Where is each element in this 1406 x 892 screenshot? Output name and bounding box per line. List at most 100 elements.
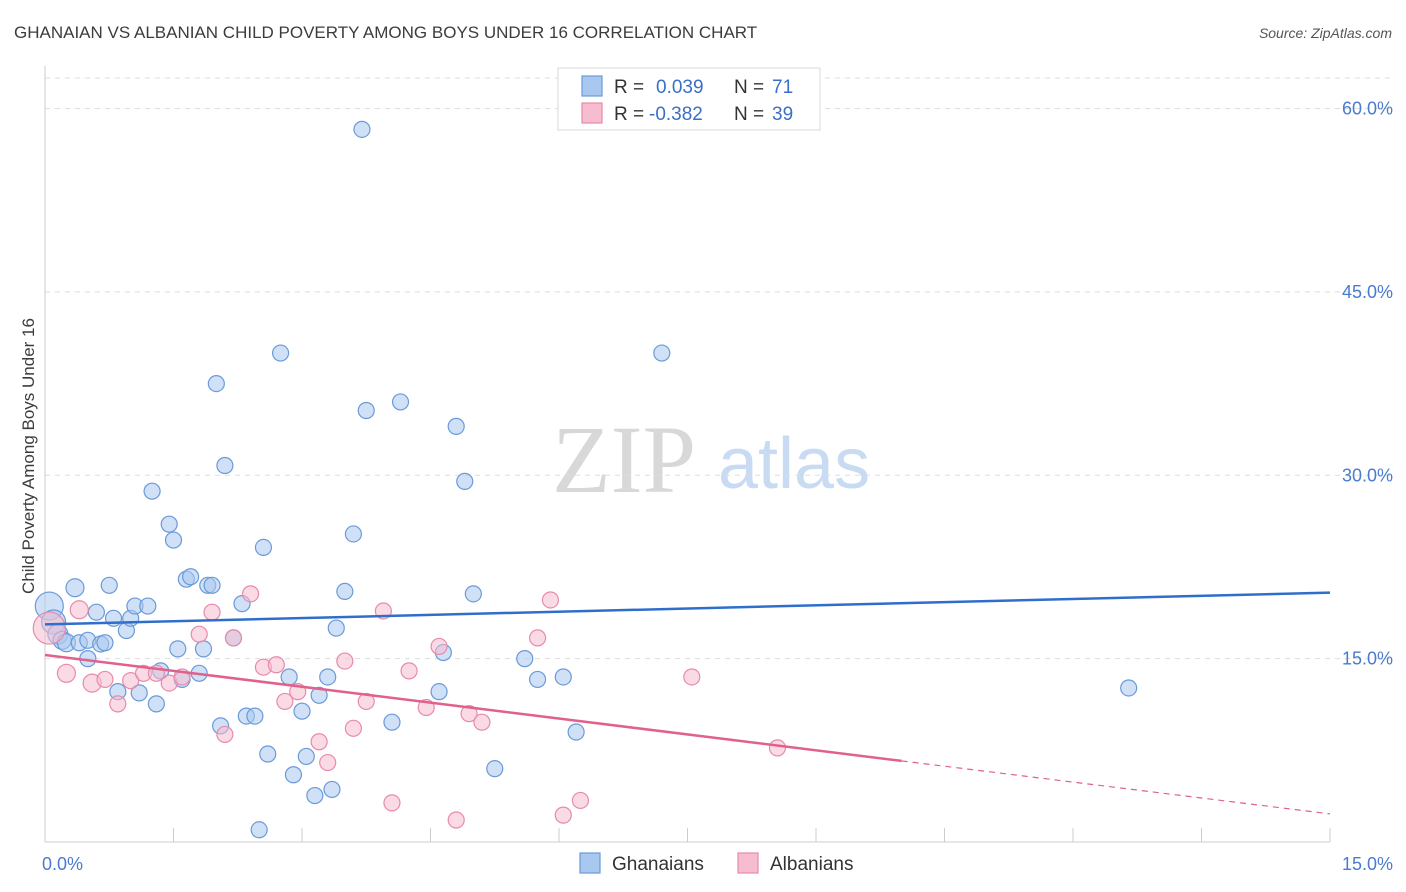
albanians-point-31 (460, 705, 478, 723)
albanians-points (32, 585, 787, 829)
x-tick-label-0: 0.0% (42, 854, 83, 874)
albanians-point-0 (32, 611, 66, 645)
albanians-point-24 (357, 692, 375, 711)
ghanaians-point-23 (160, 515, 178, 533)
albanians-point-20 (310, 733, 328, 751)
legend-r-label-ghanaians: R = (614, 77, 644, 98)
ghanaians-point-41 (254, 538, 273, 557)
albanians-point-15 (242, 585, 260, 603)
ghanaians-point-47 (297, 747, 315, 766)
albanians-point-37 (683, 668, 701, 686)
albanians-point-18 (276, 692, 294, 711)
albanians-point-38 (768, 739, 787, 757)
ghanaians-point-56 (357, 401, 375, 420)
chart-source: Source: ZipAtlas.com (1259, 25, 1392, 41)
legend-n-value-ghanaians: 71 (772, 77, 793, 98)
ghanaians-point-9 (87, 603, 106, 621)
legend-n-value-albanians: 39 (772, 104, 793, 125)
ghanaians-point-5 (65, 578, 85, 598)
albanians-point-27 (400, 662, 418, 680)
ghanaians-point-18 (130, 684, 148, 702)
ghanaians-point-62 (456, 472, 474, 490)
ghanaians-point-19 (139, 597, 157, 615)
albanians-point-29 (430, 637, 448, 656)
y-tick-label-3: 60.0% (1342, 99, 1393, 119)
albanians-trend-line-extension (901, 760, 1331, 815)
albanians-point-26 (383, 794, 401, 812)
y-axis-label: Child Poverty Among Boys Under 16 (19, 318, 38, 594)
albanians-point-33 (528, 629, 547, 647)
albanians-point-14 (224, 629, 243, 647)
albanians-point-6 (122, 672, 140, 690)
y-tick-label-2: 45.0% (1342, 282, 1393, 302)
series-legend: Ghanaians Albanians (579, 852, 853, 875)
y-tick-label-1: 30.0% (1342, 465, 1393, 485)
ghanaians-point-33 (207, 375, 225, 393)
ghanaians-point-49 (310, 686, 328, 704)
series-legend-label-ghanaians: Ghanaians (612, 854, 704, 875)
ghanaians-point-66 (528, 670, 547, 689)
ghanaians-point-11 (96, 634, 114, 652)
albanians-point-30 (447, 811, 465, 829)
albanians-point-2 (69, 600, 89, 620)
albanians-trend-line (44, 653, 902, 763)
ghanaians-point-32 (203, 576, 221, 594)
ghanaians-point-59 (430, 683, 448, 701)
ghanaians-point-40 (250, 821, 268, 839)
trend-lines (44, 591, 1331, 815)
albanians-point-32 (473, 713, 491, 731)
albanians-point-21 (319, 753, 337, 772)
legend-swatch-ghanaians (581, 75, 603, 97)
ghanaians-point-58 (391, 393, 410, 411)
albanians-point-13 (216, 725, 234, 744)
ghanaians-point-28 (182, 568, 200, 586)
watermark-atlas: atlas (718, 424, 870, 504)
series-legend-swatch-ghanaians (579, 852, 601, 874)
albanians-point-35 (554, 806, 572, 824)
legend-swatch-albanians (581, 102, 603, 124)
watermark-zip: ZIP (552, 406, 696, 513)
legend-n-label-albanians: N = (734, 104, 764, 125)
ghanaians-point-70 (1120, 679, 1138, 697)
ghanaians-point-21 (147, 695, 165, 713)
albanians-point-12 (203, 603, 221, 621)
ghanaians-point-55 (353, 120, 371, 138)
ghanaians-point-42 (259, 745, 277, 763)
ghanaians-point-65 (516, 650, 534, 668)
ghanaians-point-48 (306, 786, 324, 805)
legend-n-label-ghanaians: N = (734, 77, 764, 98)
grid-lines (45, 77, 1392, 660)
albanians-point-5 (109, 695, 127, 713)
ghanaians-point-57 (383, 713, 401, 731)
series-legend-label-albanians: Albanians (770, 854, 853, 875)
ghanaians-point-30 (194, 640, 213, 658)
ghanaians-point-53 (336, 582, 354, 601)
ghanaians-point-24 (164, 531, 183, 549)
legend-r-value-ghanaians: 0.039 (656, 77, 704, 98)
albanians-point-1 (56, 663, 77, 683)
ghanaians-point-67 (554, 668, 572, 686)
ghanaians-point-43 (271, 344, 290, 362)
ghanaians-point-51 (323, 780, 341, 799)
albanians-point-22 (336, 652, 354, 670)
legend-r-value-albanians: -0.382 (649, 104, 703, 125)
ghanaians-point-50 (319, 668, 337, 686)
ghanaians-point-46 (293, 702, 311, 720)
ghanaians-point-68 (567, 723, 585, 741)
chart-title: GHANAIAN VS ALBANIAN CHILD POVERTY AMONG… (14, 23, 757, 42)
ghanaians-point-45 (284, 766, 303, 784)
albanians-point-36 (571, 791, 590, 810)
x-tick-labels: 0.0% 15.0% (42, 854, 1393, 874)
stats-legend: R = 0.039 N = 71 R = -0.382 N = 39 (557, 67, 821, 131)
ghanaians-point-35 (216, 456, 234, 475)
series-legend-swatch-albanians (737, 852, 759, 874)
ghanaians-point-61 (447, 417, 465, 435)
ghanaians-point-63 (464, 585, 482, 603)
ghanaians-trend-line (44, 591, 1331, 626)
ghanaians-point-12 (100, 576, 118, 594)
ghanaians-point-25 (169, 640, 187, 658)
albanians-point-34 (541, 591, 560, 609)
albanians-point-4 (96, 670, 114, 689)
albanians-point-23 (344, 719, 362, 737)
